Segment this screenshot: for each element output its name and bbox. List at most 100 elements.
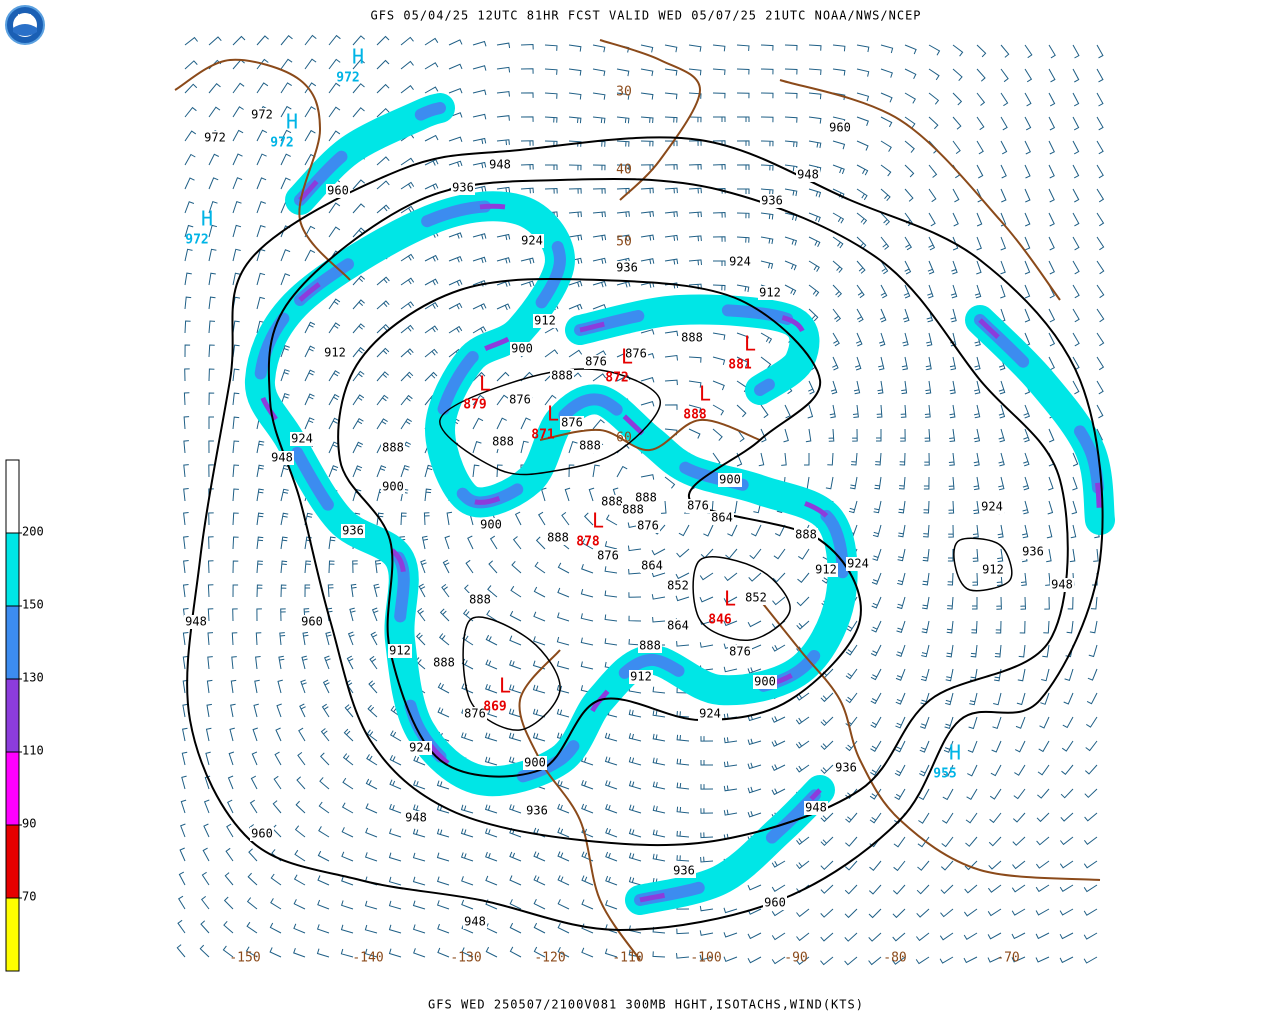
wind-barb: [184, 224, 194, 238]
wind-barb: [293, 948, 306, 958]
wind-barb: [712, 211, 726, 218]
wind-barb: [352, 394, 365, 406]
wind-barb: [446, 511, 453, 526]
wind-barb: [1021, 524, 1029, 539]
jet-streams: [244, 93, 1115, 915]
wind-barb: [963, 956, 978, 964]
wind-barb: [208, 512, 214, 526]
wind-barb: [279, 632, 286, 646]
wind-barb: [616, 68, 630, 77]
wind-barb: [652, 686, 666, 694]
wind-barb: [676, 734, 690, 742]
wind-barb: [256, 296, 265, 310]
wind-barb: [1014, 764, 1026, 776]
wind-barb: [896, 644, 906, 657]
wind-barb: [971, 620, 978, 634]
height-label: 900: [511, 342, 533, 356]
wind-barb: [952, 68, 963, 82]
wind-barb: [640, 376, 655, 383]
jet-core: [294, 102, 446, 206]
wind-barb: [699, 954, 714, 961]
wind-barb: [205, 751, 211, 766]
wind-barb: [207, 560, 214, 574]
wind-barb: [437, 682, 450, 694]
wind-barb: [939, 956, 954, 964]
wind-barb: [1044, 596, 1050, 610]
wind-barb: [723, 785, 738, 792]
wind-barb: [184, 248, 193, 262]
wind-barb: [872, 548, 882, 562]
wind-barb: [256, 129, 268, 142]
label-bg: [463, 915, 487, 929]
wind-barb: [921, 644, 930, 658]
height-label: 888: [551, 369, 573, 383]
wind-barb: [832, 236, 844, 249]
wind-barb: [868, 932, 882, 942]
wind-barb: [376, 371, 389, 382]
wind-barb: [533, 636, 546, 646]
wind-barb: [828, 428, 835, 442]
wind-barb: [365, 803, 378, 814]
wind-barb: [640, 258, 655, 265]
wind-barb: [581, 538, 594, 550]
wind-barb: [976, 164, 984, 179]
wind-barb: [533, 875, 546, 886]
label-bg: [560, 416, 584, 430]
wind-barb: [640, 187, 654, 194]
wind-barb: [928, 116, 939, 130]
wind-barb: [556, 612, 570, 622]
wind-barb: [652, 616, 666, 623]
wind-barb: [202, 847, 210, 862]
wind-barb: [319, 752, 330, 766]
wind-barb: [604, 638, 618, 646]
colorbar-segment: [5, 605, 20, 680]
wind-barb: [949, 356, 957, 371]
wind-barb: [616, 140, 630, 147]
wind-barb: [845, 692, 858, 704]
wind-barb: [664, 476, 676, 489]
wind-barb: [256, 58, 269, 70]
wind-barb: [904, 236, 912, 251]
wind-barb: [520, 43, 534, 50]
wind-barb: [1037, 788, 1050, 799]
wind-barb: [688, 404, 702, 414]
wind-barb: [424, 159, 439, 166]
wind-barb: [420, 559, 427, 574]
high-value: 955: [933, 767, 956, 782]
wind-barb: [592, 280, 607, 288]
wind-barb: [496, 91, 510, 97]
wind-barb: [901, 356, 908, 371]
wind-barb: [676, 687, 690, 694]
wind-barb: [856, 140, 869, 151]
wind-barb: [688, 187, 702, 194]
wind-barb: [256, 82, 269, 94]
wind-barb: [1048, 140, 1055, 155]
wind-barb: [256, 224, 266, 238]
wind-barb: [652, 853, 666, 862]
high-value: 972: [270, 136, 293, 151]
wind-barb: [342, 777, 354, 790]
wind-barb: [941, 836, 954, 848]
wind-barb: [712, 44, 726, 52]
height-label: 960: [829, 121, 851, 135]
wind-barb: [1000, 164, 1007, 179]
wind-barb: [832, 140, 846, 150]
wind-barb: [747, 811, 762, 818]
wind-barb: [771, 644, 786, 652]
wind-barb: [676, 782, 690, 790]
wind-barb: [280, 369, 290, 382]
wind-barb: [496, 66, 511, 73]
wind-barb: [700, 856, 714, 863]
wind-barb: [921, 620, 930, 634]
wind-barb: [184, 320, 191, 334]
wind-barb: [808, 284, 820, 297]
height-label: 912: [982, 563, 1004, 577]
wind-barb: [448, 136, 463, 142]
wind-barb: [592, 211, 606, 218]
wind-barb: [232, 177, 243, 190]
wind-barb: [1048, 68, 1056, 83]
coastline: [518, 649, 641, 961]
wind-barb: [949, 380, 956, 395]
wind-barb: [1096, 116, 1104, 131]
wind-barb: [688, 44, 702, 52]
